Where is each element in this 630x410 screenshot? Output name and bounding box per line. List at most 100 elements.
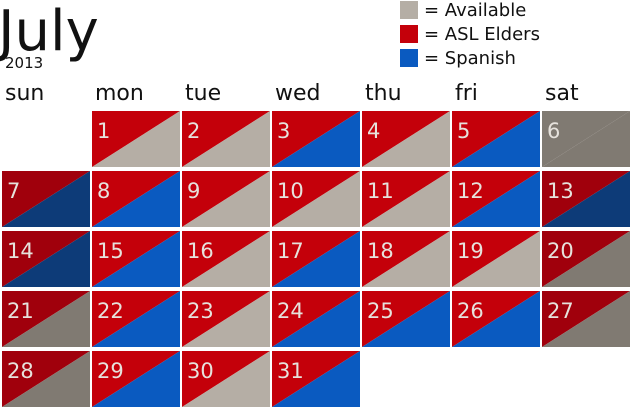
cell-lower — [2, 171, 90, 227]
day-cell: 9 — [182, 171, 270, 227]
cell-lower — [452, 291, 540, 347]
day-cell: 7 — [2, 171, 90, 227]
day-number: 13 — [547, 179, 574, 203]
cell-lower — [2, 291, 90, 347]
legend-label: = Spanish — [424, 48, 516, 69]
day-cell: 18 — [362, 231, 450, 287]
day-number: 11 — [367, 179, 394, 203]
day-cell: 1 — [92, 111, 180, 167]
cell-lower — [452, 111, 540, 167]
weekday-header: sat — [545, 81, 579, 106]
day-cell: 29 — [92, 351, 180, 407]
cell-lower — [182, 111, 270, 167]
day-number: 27 — [547, 299, 574, 323]
day-cell: 6 — [542, 111, 630, 167]
day-cell: 31 — [272, 351, 360, 407]
day-number: 4 — [367, 119, 380, 143]
legend-swatch — [400, 1, 418, 19]
weekday-headers: sun mon tue wed thu fri sat — [5, 81, 579, 106]
day-cell: 16 — [182, 231, 270, 287]
cell-lower — [272, 291, 360, 347]
day-number: 12 — [457, 179, 484, 203]
legend-label: = Available — [424, 0, 526, 21]
cell-lower — [362, 231, 450, 287]
day-number: 25 — [367, 299, 394, 323]
day-cell: 28 — [2, 351, 90, 407]
day-number: 28 — [7, 359, 34, 383]
day-number: 2 — [187, 119, 200, 143]
day-number: 30 — [187, 359, 214, 383]
cell-lower — [452, 231, 540, 287]
day-number: 24 — [277, 299, 304, 323]
day-cell: 10 — [272, 171, 360, 227]
day-cell: 26 — [452, 291, 540, 347]
day-number: 16 — [187, 239, 214, 263]
day-number: 10 — [277, 179, 304, 203]
day-number: 15 — [97, 239, 124, 263]
cell-lower — [542, 231, 630, 287]
cell-lower — [182, 231, 270, 287]
day-number: 29 — [97, 359, 124, 383]
cell-lower — [2, 351, 90, 407]
weekday-header: tue — [185, 81, 221, 106]
day-number: 23 — [187, 299, 214, 323]
cell-lower — [92, 351, 180, 407]
day-cell: 15 — [92, 231, 180, 287]
day-number: 1 — [97, 119, 110, 143]
day-cell: 20 — [542, 231, 630, 287]
cell-lower — [362, 291, 450, 347]
legend: = Available = ASL Elders = Spanish — [400, 0, 540, 69]
cell-lower — [92, 111, 180, 167]
month-title: July — [0, 0, 99, 64]
day-cell: 12 — [452, 171, 540, 227]
day-cell: 25 — [362, 291, 450, 347]
day-number: 21 — [7, 299, 34, 323]
day-number: 31 — [277, 359, 304, 383]
cell-lower — [182, 351, 270, 407]
legend-label: = ASL Elders — [424, 24, 540, 45]
day-number: 18 — [367, 239, 394, 263]
cell-lower — [272, 111, 360, 167]
cell-lower — [92, 231, 180, 287]
cell-lower — [452, 171, 540, 227]
day-number: 26 — [457, 299, 484, 323]
day-number: 22 — [97, 299, 124, 323]
year: 2013 — [5, 54, 43, 72]
cell-lower — [92, 171, 180, 227]
day-cell: 17 — [272, 231, 360, 287]
day-number: 9 — [187, 179, 200, 203]
cell-lower — [182, 171, 270, 227]
day-cell: 4 — [362, 111, 450, 167]
day-cell: 24 — [272, 291, 360, 347]
day-number: 17 — [277, 239, 304, 263]
weekday-header: mon — [95, 81, 144, 106]
day-cell: 14 — [2, 231, 90, 287]
day-cell: 13 — [542, 171, 630, 227]
cell-lower — [272, 351, 360, 407]
day-cell: 30 — [182, 351, 270, 407]
day-cell: 5 — [452, 111, 540, 167]
day-cell: 27 — [542, 291, 630, 347]
weekday-header: thu — [365, 81, 402, 106]
day-number: 5 — [457, 119, 470, 143]
day-number: 8 — [97, 179, 110, 203]
cell-lower — [272, 231, 360, 287]
cell-lower — [542, 291, 630, 347]
day-cell: 11 — [362, 171, 450, 227]
legend-swatch — [400, 49, 418, 67]
cell-lower — [542, 111, 630, 167]
day-number: 19 — [457, 239, 484, 263]
day-number: 20 — [547, 239, 574, 263]
day-number: 7 — [7, 179, 20, 203]
day-cell: 2 — [182, 111, 270, 167]
cell-lower — [182, 291, 270, 347]
day-cell: 19 — [452, 231, 540, 287]
day-cell: 3 — [272, 111, 360, 167]
cell-lower — [92, 291, 180, 347]
day-number: 14 — [7, 239, 34, 263]
day-cell: 22 — [92, 291, 180, 347]
day-cell: 8 — [92, 171, 180, 227]
day-number: 6 — [547, 119, 560, 143]
weekday-header: sun — [5, 81, 44, 106]
